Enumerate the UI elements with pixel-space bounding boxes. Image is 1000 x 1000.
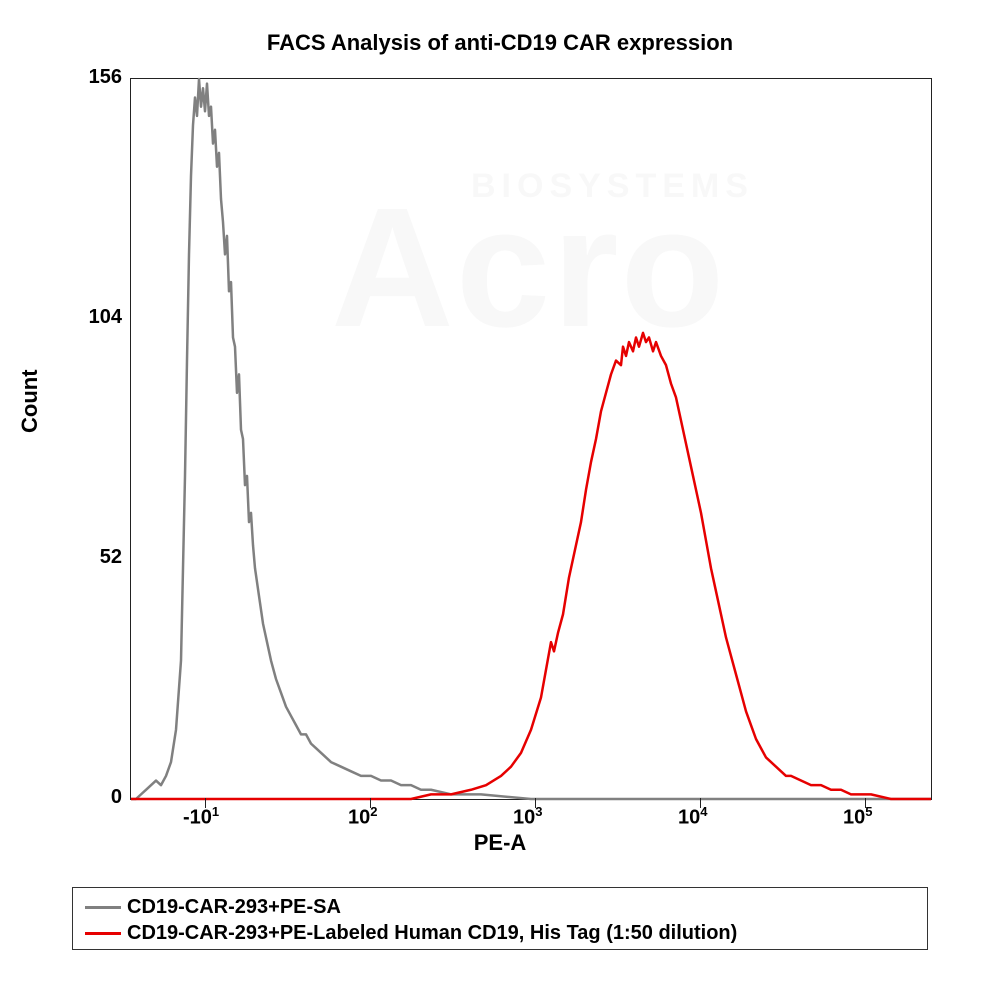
- legend-color-swatch: [85, 906, 121, 909]
- legend-item-labeled: CD19-CAR-293+PE-Labeled Human CD19, His …: [85, 920, 915, 946]
- y-tick-label: 52: [72, 546, 122, 569]
- histogram-series: [131, 79, 931, 799]
- y-tick-label: 0: [72, 786, 122, 809]
- x-tick-label: 104: [678, 804, 707, 830]
- plot-area: BIOSYSTEMS Acro: [130, 78, 932, 800]
- legend-color-swatch: [85, 932, 121, 935]
- x-tick-label: 102: [348, 804, 377, 830]
- legend-label: CD19-CAR-293+PE-SA: [127, 896, 341, 919]
- x-tick-label: 105: [843, 804, 872, 830]
- x-tick-label: -101: [183, 804, 219, 830]
- legend-box: CD19-CAR-293+PE-SA CD19-CAR-293+PE-Label…: [72, 887, 928, 950]
- legend-label: CD19-CAR-293+PE-Labeled Human CD19, His …: [127, 922, 737, 945]
- y-tick-label: 104: [72, 306, 122, 329]
- plot-svg: [131, 79, 931, 799]
- x-axis-label: PE-A: [0, 830, 1000, 856]
- y-axis-label: Count: [17, 369, 43, 433]
- legend-item-control: CD19-CAR-293+PE-SA: [85, 894, 915, 920]
- x-tick-label: 103: [513, 804, 542, 830]
- histogram-series: [131, 333, 931, 799]
- y-tick-label: 156: [72, 66, 122, 89]
- chart-title: FACS Analysis of anti-CD19 CAR expressio…: [0, 30, 1000, 56]
